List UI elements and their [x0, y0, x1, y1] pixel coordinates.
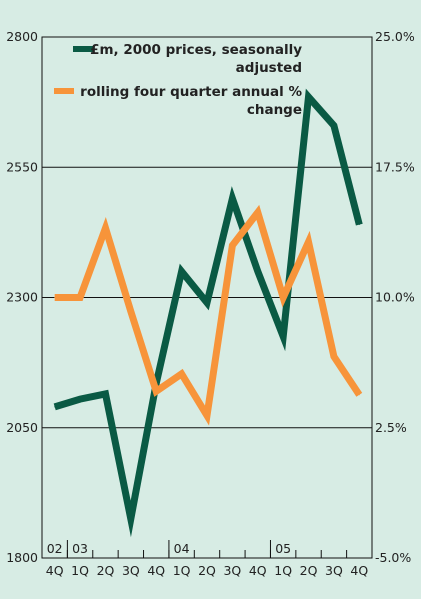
series-line-2: [54, 204, 363, 426]
data-point-s2-5: [181, 373, 183, 375]
legend-label-series-2: rolling four quarter annual %: [80, 84, 302, 100]
data-point-s1-0: [54, 406, 56, 408]
x-tick-label-1: 1Q: [71, 563, 89, 578]
data-point-s2-12: [358, 394, 360, 396]
data-point-s1-8: [257, 270, 259, 272]
legend: £m, 2000 prices, seasonally adjusted rol…: [54, 42, 302, 118]
data-point-s1-12: [358, 224, 360, 226]
x-tick-label-6: 2Q: [198, 563, 216, 578]
series-layer: [53, 88, 363, 538]
data-point-s2-6: [206, 415, 208, 417]
legend-swatch-series-1: [73, 46, 93, 52]
data-point-s1-2: [104, 393, 106, 395]
data-point-s1-6: [206, 302, 208, 304]
legend-label-series-1-line-2: adjusted: [236, 60, 302, 76]
year-label-0: 02: [47, 541, 63, 556]
x-tick-label-0: 4Q: [46, 563, 64, 578]
data-point-s2-7: [231, 244, 233, 246]
legend-label-series-2-line-2: change: [247, 102, 302, 118]
data-point-s1-9: [282, 336, 284, 338]
x-tick-label-9: 1Q: [274, 563, 292, 578]
year-labels: 02 03 04 05: [47, 541, 291, 556]
left-tick-label-4: 2800: [6, 29, 38, 44]
x-tick-label-10: 2Q: [300, 563, 318, 578]
x-tick-label-5: 1Q: [173, 563, 191, 578]
data-point-s2-0: [54, 297, 56, 298]
year-label-1: 03: [72, 541, 88, 556]
data-point-s2-1: [79, 297, 81, 298]
right-tick-label-0: -5.0%: [375, 550, 411, 565]
right-axis: -5.0% 2.5% 10.0% 17.5% 25.0%: [375, 29, 415, 565]
x-axis: 4Q 1Q 2Q 3Q 4Q 1Q 2Q 3Q 4Q 1Q 2Q 3Q 4Q: [46, 550, 368, 578]
legend-swatch-series-2: [54, 88, 74, 94]
year-label-3: 05: [275, 541, 291, 556]
right-tick-label-4: 25.0%: [375, 29, 415, 44]
x-tick-label-11: 3Q: [325, 563, 343, 578]
data-point-s2-10: [308, 241, 310, 243]
x-tick-label-4: 4Q: [147, 563, 165, 578]
data-point-s1-5: [181, 270, 183, 272]
left-tick-label-3: 2550: [6, 159, 38, 174]
data-point-s2-9: [282, 297, 284, 298]
data-point-s2-8: [257, 211, 259, 213]
plot-frame: [41, 36, 373, 559]
data-point-s2-4: [155, 390, 157, 392]
data-point-s2-3: [130, 310, 132, 312]
data-point-s2-2: [104, 227, 106, 229]
right-tick-label-2: 10.0%: [375, 290, 415, 305]
x-tick-label-7: 3Q: [223, 563, 241, 578]
x-tick-label-2: 2Q: [97, 563, 115, 578]
left-tick-label-1: 2050: [6, 420, 38, 435]
data-point-s2-11: [333, 356, 335, 358]
left-tick-label-0: 1800: [6, 550, 38, 565]
data-point-s1-10: [308, 96, 310, 98]
right-tick-label-1: 2.5%: [375, 420, 407, 435]
left-axis: 1800 2050 2300 2550 2800: [6, 29, 38, 565]
x-tick-label-3: 3Q: [122, 563, 140, 578]
data-point-s1-11: [333, 125, 335, 127]
year-label-2: 04: [174, 541, 190, 556]
data-point-s1-3: [130, 518, 132, 520]
data-point-s1-7: [231, 198, 233, 200]
legend-label-series-1: £m, 2000 prices, seasonally: [90, 42, 302, 58]
x-tick-label-12: 4Q: [350, 563, 368, 578]
data-point-s1-1: [79, 398, 81, 400]
x-tick-label-8: 4Q: [249, 563, 267, 578]
series-line-1: [53, 88, 363, 538]
right-tick-label-3: 17.5%: [375, 159, 415, 174]
left-tick-label-2: 2300: [6, 290, 38, 305]
